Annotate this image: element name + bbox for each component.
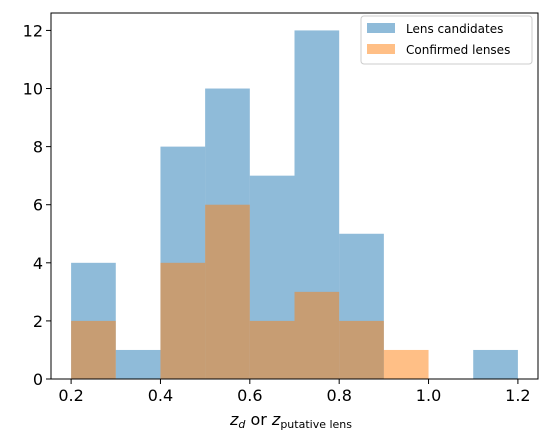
x-axis-label: zd or zputative lens: [229, 410, 352, 431]
bars-layer: [71, 30, 518, 380]
legend: Lens candidates Confirmed lenses: [360, 15, 533, 65]
legend-swatch-confirmed-lenses: [367, 44, 395, 54]
bar-confirmed-lenses-bin-2: [160, 262, 206, 379]
legend-label-confirmed-lenses: Confirmed lenses: [406, 43, 510, 57]
x-tick-label: 0.6: [237, 386, 262, 405]
bar-confirmed-lenses-bin-0: [71, 320, 116, 379]
x-tick-label: 0.4: [148, 386, 173, 405]
bar-confirmed-lenses-bin-6: [339, 320, 384, 379]
bar-confirmed-lenses-bin-4: [249, 320, 295, 379]
x-tick-label: 1.0: [416, 386, 441, 405]
legend-swatch-lens-candidates: [367, 23, 395, 33]
y-tick-label: 2: [33, 312, 43, 331]
plot-frame: [50, 12, 539, 380]
legend-box: [360, 15, 533, 65]
x-axis-ticks: 0.2 0.4 0.6 0.8 1.0 1.2: [58, 379, 531, 405]
bar-confirmed-lenses-bin-7: [383, 349, 429, 379]
y-tick-label: 10: [23, 80, 43, 99]
bar-lens-candidates-bin-9: [473, 349, 518, 379]
bar-lens-candidates-bin-1: [115, 349, 161, 379]
y-tick-label: 4: [33, 254, 43, 273]
y-tick-label: 0: [33, 370, 43, 389]
y-tick-label: 8: [33, 138, 43, 157]
x-tick-label: 0.2: [58, 386, 83, 405]
y-tick-label: 12: [23, 21, 43, 40]
bar-confirmed-lenses-bin-5: [294, 291, 340, 379]
bar-confirmed-lenses-bin-3: [205, 204, 250, 379]
y-axis-ticks: 0 2 4 6 8 10 12: [23, 21, 51, 389]
y-tick-label: 6: [33, 196, 43, 215]
x-tick-label: 0.8: [326, 386, 351, 405]
x-tick-label: 1.2: [505, 386, 530, 405]
legend-label-lens-candidates: Lens candidates: [406, 22, 503, 36]
